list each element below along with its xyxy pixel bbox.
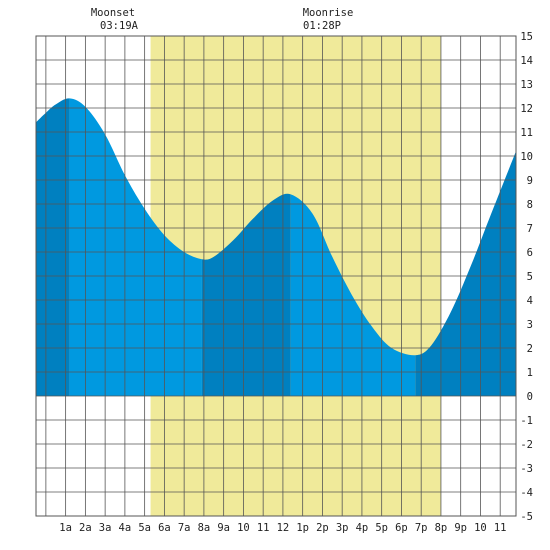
x-tick-labels: 1a 2a 3a 4a 5a 6a 7a 8a 9a 10 11 12 1p 2p 3p 4p 5p 6p 7p 8p… bbox=[59, 522, 506, 534]
y-tick-label: 4 bbox=[527, 295, 533, 307]
y-tick-label: 6 bbox=[527, 247, 533, 259]
y-tick-label: 11 bbox=[520, 127, 533, 139]
x-tick-label: 10 bbox=[474, 522, 487, 534]
y-tick-label: 7 bbox=[527, 223, 533, 235]
y-tick-label: 9 bbox=[527, 175, 533, 187]
x-tick-label: 2a bbox=[79, 522, 92, 534]
y-tick-label: 14 bbox=[520, 55, 533, 67]
y-tick-label: -5 bbox=[520, 511, 533, 523]
plot-frame bbox=[35, 35, 517, 517]
x-tick-label: 8p bbox=[435, 522, 448, 534]
x-tick-label: 4a bbox=[119, 522, 132, 534]
moon-events: Moonset 03:19A Moonrise 01:28P bbox=[91, 7, 353, 32]
moonset-label: Moonset bbox=[91, 7, 135, 19]
x-tick-label: 9a bbox=[217, 522, 230, 534]
grid-lines bbox=[35, 35, 517, 517]
x-tick-label: 2p bbox=[316, 522, 329, 534]
y-tick-label: 8 bbox=[527, 199, 533, 211]
x-tick-label: 1a bbox=[59, 522, 72, 534]
x-tick-label: 10 bbox=[237, 522, 250, 534]
y-tick-label: -4 bbox=[520, 487, 533, 499]
y-tick-label: 2 bbox=[527, 343, 533, 355]
x-tick-label: 4p bbox=[356, 522, 369, 534]
y-tick-label: 5 bbox=[527, 271, 533, 283]
x-tick-label: 3a bbox=[99, 522, 112, 534]
x-tick-label: 5a bbox=[138, 522, 151, 534]
x-tick-label: 7p bbox=[415, 522, 428, 534]
y-tick-label: 15 bbox=[520, 31, 533, 43]
y-tick-label: 3 bbox=[527, 319, 533, 331]
tide-band-dark bbox=[36, 98, 70, 396]
x-tick-label: 12 bbox=[277, 522, 290, 534]
y-tick-label: 1 bbox=[527, 367, 533, 379]
moonset-time: 03:19A bbox=[100, 20, 139, 32]
y-tick-label: 12 bbox=[520, 103, 533, 115]
x-tick-label: 11 bbox=[257, 522, 270, 534]
y-tick-label: 13 bbox=[520, 79, 533, 91]
y-tick-label: 0 bbox=[527, 391, 533, 403]
x-tick-label: 1p bbox=[296, 522, 309, 534]
x-tick-label: 6a bbox=[158, 522, 171, 534]
x-tick-label: 5p bbox=[375, 522, 388, 534]
x-tick-label: 6p bbox=[395, 522, 408, 534]
x-tick-label: 3p bbox=[336, 522, 349, 534]
x-tick-label: 7a bbox=[178, 522, 191, 534]
moonrise-label: Moonrise bbox=[303, 7, 354, 19]
y-tick-label: -3 bbox=[520, 463, 533, 475]
moonrise-time: 01:28P bbox=[303, 20, 341, 32]
y-tick-label: -1 bbox=[520, 415, 533, 427]
x-tick-label: 11 bbox=[494, 522, 507, 534]
x-tick-label: 9p bbox=[454, 522, 467, 534]
y-tick-label: 10 bbox=[520, 151, 533, 163]
x-tick-label: 8a bbox=[198, 522, 211, 534]
y-tick-label: -2 bbox=[520, 439, 533, 451]
